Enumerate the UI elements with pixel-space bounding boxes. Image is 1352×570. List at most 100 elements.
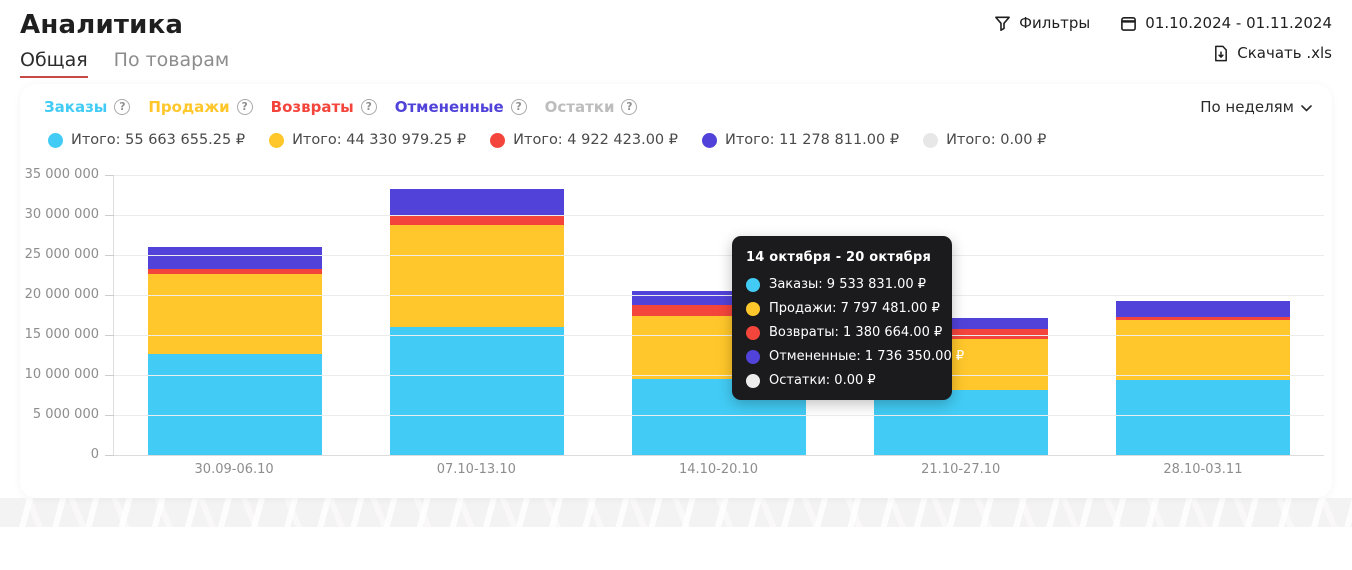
tooltip-row: Заказы: 9 533 831.00 ₽ <box>746 277 938 292</box>
bar-group-07.10-13.10[interactable] <box>356 175 598 455</box>
axis-tick <box>105 175 114 176</box>
bar-segment-Отмененные <box>873 317 1049 330</box>
gridline <box>114 255 1324 256</box>
stacked-bar-21.10-27.10[interactable] <box>873 317 1049 455</box>
y-axis-label: 35 000 000 <box>24 167 99 182</box>
bars-container <box>114 175 1324 455</box>
tooltip-dot <box>746 301 760 316</box>
filters-label: Фильтры <box>1019 14 1091 32</box>
total-value-stock: Итого: 0.00 ₽ <box>946 132 1047 148</box>
download-xls-button[interactable]: Скачать .xls <box>1213 44 1332 62</box>
tooltip-dot <box>746 373 760 388</box>
total-returns: Итого: 4 922 423.00 ₽ <box>490 132 678 148</box>
tooltip-rows: Заказы: 9 533 831.00 ₽ Продажи: 7 797 481… <box>746 277 964 388</box>
tooltip-value: Отмененные: 1 736 350.00 ₽ <box>769 349 965 364</box>
header-download-row: Скачать .xls <box>1213 44 1332 62</box>
stacked-bar-28.10-03.11[interactable] <box>1115 300 1291 455</box>
bar-segment-Отмененные <box>389 189 565 216</box>
chart-tooltip: 14 октября - 20 октября Заказы: 9 533 83… <box>732 236 964 400</box>
y-axis-label: 15 000 000 <box>24 327 99 342</box>
bar-group-30.09-06.10[interactable] <box>114 175 356 455</box>
tabs: Общая По товарам <box>20 49 229 78</box>
bar-segment-Заказы <box>1115 379 1291 455</box>
bar-segment-Продажи <box>389 225 565 327</box>
tooltip-value: Продажи: 7 797 481.00 ₽ <box>769 301 940 316</box>
metric-toggle-returns[interactable]: Возвраты? <box>271 98 377 116</box>
bar-segment-Продажи <box>1115 320 1291 380</box>
y-axis-label: 30 000 000 <box>24 207 99 222</box>
total-orders: Итого: 55 663 655.25 ₽ <box>48 132 245 148</box>
gridline <box>114 175 1324 176</box>
axis-tick <box>105 415 114 416</box>
total-dot-orders <box>48 132 63 148</box>
bar-segment-Возвраты <box>147 269 323 275</box>
bar-segment-Возвраты <box>631 305 807 317</box>
chevron-down-icon <box>1301 98 1312 116</box>
axis-tick <box>105 455 114 456</box>
help-icon[interactable]: ? <box>510 99 527 115</box>
x-axis-label: 30.09-06.10 <box>194 462 274 477</box>
bar-segment-Отмененные <box>1115 300 1291 318</box>
metric-toggle-sales[interactable]: Продажи? <box>148 98 253 116</box>
axis-tick <box>105 335 114 336</box>
bar-segment-Возвраты <box>389 215 565 226</box>
tooltip-row: Возвраты: 1 380 664.00 ₽ <box>746 325 942 340</box>
date-range-value: 01.10.2024 - 01.11.2024 <box>1145 14 1332 32</box>
help-icon[interactable]: ? <box>114 99 131 115</box>
filter-icon <box>994 15 1011 32</box>
bar-group-28.10-03.11[interactable] <box>1082 175 1324 455</box>
totals-row: Итого: 55 663 655.25 ₽ Итого: 44 330 979.… <box>48 132 1046 148</box>
tooltip-value: Остатки: 0.00 ₽ <box>769 373 876 388</box>
stacked-bar-chart: 35 000 000 30 000 000 25 000 000 20 000 000… <box>25 167 1324 462</box>
metric-toggle-stock[interactable]: Остатки? <box>545 98 638 116</box>
stacked-bar-30.09-06.10[interactable] <box>147 247 323 455</box>
analytics-chart-card: Заказы? Продажи? Возвраты? Отмененные? Остат… <box>20 84 1332 498</box>
x-axis-label: 14.10-20.10 <box>678 462 759 477</box>
header-left: Аналитика Общая По товарам <box>20 10 229 78</box>
bar-segment-Отмененные <box>147 247 323 270</box>
total-dot-sales <box>269 132 285 148</box>
bar-segment-Заказы <box>873 390 1049 455</box>
help-icon[interactable]: ? <box>236 99 253 115</box>
metric-toggle-cancelled[interactable]: Отмененные? <box>395 98 527 116</box>
axis-tick <box>105 375 114 376</box>
x-axis-labels: 30.09-06.10 07.10-13.10 14.10-20.10 21.10-2… <box>113 462 1324 477</box>
y-axis-label: 10 000 000 <box>24 367 99 382</box>
interval-select[interactable]: По неделям <box>1200 98 1312 116</box>
total-stock: Итого: 0.00 ₽ <box>923 132 1046 148</box>
metric-label-cancelled: Отмененные <box>394 98 504 116</box>
x-axis-label: 28.10-03.11 <box>1163 462 1243 477</box>
help-icon[interactable]: ? <box>621 99 638 115</box>
bar-group-21.10-27.10[interactable] <box>840 175 1082 455</box>
download-label: Скачать .xls <box>1237 44 1332 62</box>
x-axis-label: 07.10-13.10 <box>436 462 516 477</box>
y-axis-label: 20 000 000 <box>24 287 99 302</box>
filters-button[interactable]: Фильтры <box>994 14 1090 32</box>
y-axis-label: 25 000 000 <box>24 247 99 262</box>
help-icon[interactable]: ? <box>360 99 377 115</box>
total-dot-stock <box>923 132 939 148</box>
header-actions-row: Фильтры 01.10.2024 - 01.11.2024 <box>994 14 1332 32</box>
axis-tick <box>105 255 114 256</box>
tooltip-dot <box>746 325 760 340</box>
gridline <box>114 335 1324 336</box>
total-value-returns: Итого: 4 922 423.00 ₽ <box>513 132 678 148</box>
total-dot-cancelled <box>702 132 717 148</box>
date-range-picker[interactable]: 01.10.2024 - 01.11.2024 <box>1120 14 1332 32</box>
total-sales: Итого: 44 330 979.25 ₽ <box>269 132 466 148</box>
tab-by-products[interactable]: По товарам <box>113 49 230 71</box>
total-dot-returns <box>490 132 506 148</box>
metric-label-stock: Остатки <box>544 98 615 116</box>
bar-segment-Возвраты <box>873 329 1049 340</box>
tooltip-value: Заказы: 9 533 831.00 ₽ <box>769 277 927 292</box>
metric-label-orders: Заказы <box>44 98 108 116</box>
tooltip-row: Продажи: 7 797 481.00 ₽ <box>746 301 940 316</box>
total-value-orders: Итого: 55 663 655.25 ₽ <box>71 132 246 148</box>
gridline <box>114 415 1324 416</box>
stacked-bar-07.10-13.10[interactable] <box>389 189 565 455</box>
metric-toggle-orders[interactable]: Заказы? <box>44 98 131 116</box>
gridline <box>114 375 1324 376</box>
calendar-icon <box>1120 15 1137 32</box>
tab-general[interactable]: Общая <box>20 49 88 78</box>
bar-segment-Заказы <box>389 327 565 455</box>
